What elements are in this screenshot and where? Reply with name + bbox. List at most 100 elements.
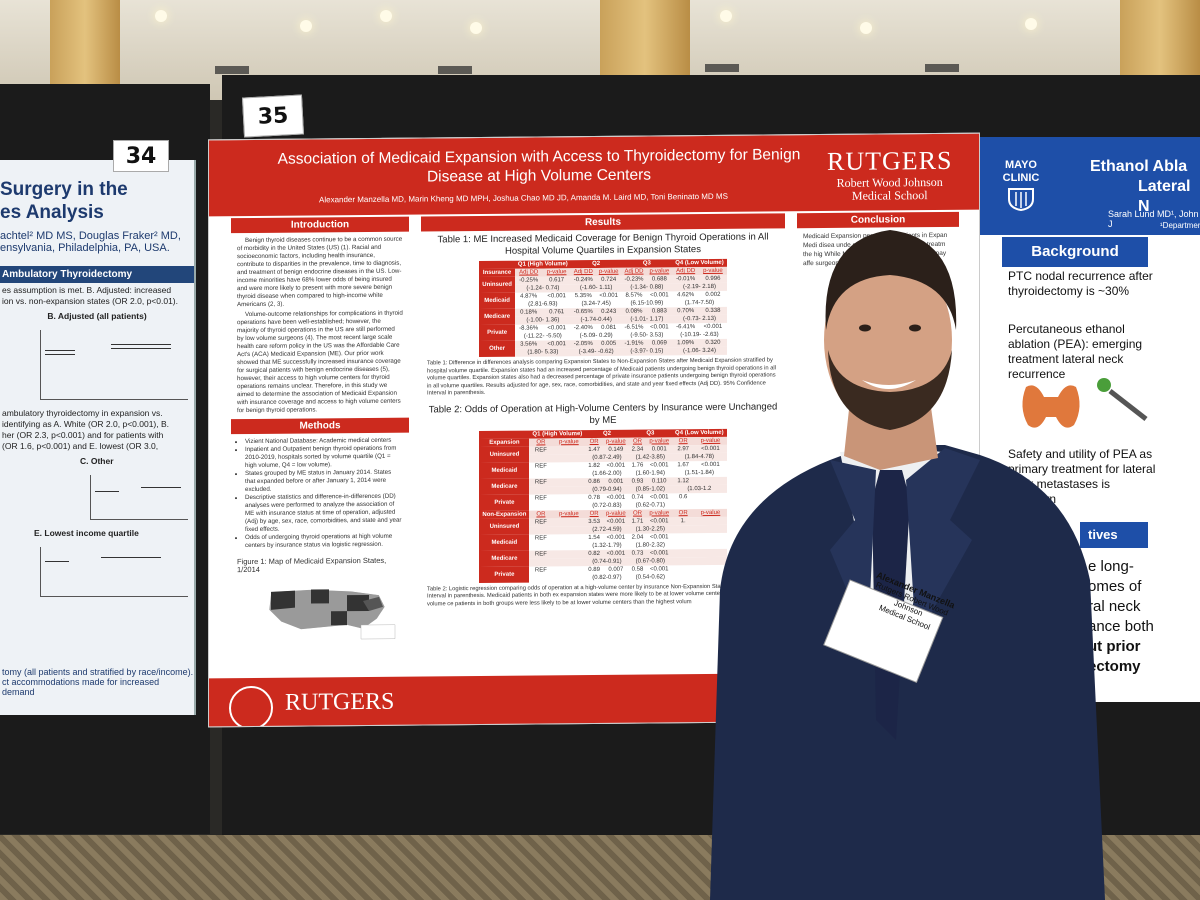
table-subheader-cell: p-value [602,437,629,446]
objectives-text: e long- [1088,558,1134,575]
table-cell: <0.001 [599,292,618,299]
table-row-label: Medicaid [479,534,530,551]
poster-35: Association of Medicaid Expansion with A… [208,132,980,728]
poster-34-title: Surgery in the es Analysis [0,179,128,223]
table-cell [552,494,585,502]
poster-right-title: Ethanol Abla Lateral N [1090,158,1191,215]
table-cell: REF [529,517,553,527]
table-cell: 0.86 [585,477,603,486]
table-row-label: Uninsured [479,446,530,463]
table-cell: -1.91% [621,339,647,348]
table-cell: REF [529,445,553,455]
poster-34-chart-b [40,330,188,400]
background-bullet: PTC nodal recurrence after thyroidectomy… [1008,269,1153,298]
table-row-label: Uninsured [479,276,515,294]
table-cell [552,462,585,470]
poster-right-authors: Sarah Lund MD¹, John J [1108,209,1199,229]
table-cell: 0.93 [628,477,647,486]
table-cell: 0.149 [602,445,629,454]
poster-right-dept: ¹Department [1160,221,1200,230]
table-subheader-cell: p-value [595,267,622,276]
table-cell [552,534,585,542]
table-subheader-cell: Adj DD [514,268,543,277]
table-cell: -8.36% [519,325,539,332]
poster-34-chart-c [90,475,188,520]
rutgers-logo: RUTGERS Robert Wood Johnson Medical Scho… [827,145,953,203]
table-cell: -2.05% [570,339,596,349]
table-cell: REF [534,462,547,470]
methods-item: Odds of undergoing thyroid operations at… [245,533,403,550]
poster-34-chart-e [40,547,188,597]
table-cell: 0.58 [631,566,644,573]
name-badge [823,579,944,684]
ceiling-vent [438,66,472,74]
table-cell: <0.001 [649,565,669,573]
table-row-label: Medicaid [479,462,530,479]
table-cell: <0.001 [547,325,566,332]
table-cell: -6.51% [624,324,644,331]
poster-number-card: 35 [241,94,305,138]
table-subheader-cell: Adj DD [621,267,647,276]
table-cell: <0.001 [646,548,673,558]
objectives-text: ance both [1088,618,1154,635]
table-cell: -2.40% [573,325,593,332]
us-map-figure [268,589,396,640]
table-cell: <0.001 [649,533,669,541]
table-cell [552,445,586,454]
table-cell: -0.24% [570,275,596,285]
mayo-shield-icon [1008,188,1034,212]
table-cell: 0.081 [601,324,617,331]
table-cell: <0.001 [606,462,626,469]
table-cell: 0.724 [595,275,622,284]
table-cell: 8.57% [625,292,643,299]
table-cell: 0.82 [585,549,603,558]
table-cell [552,566,585,574]
poster-number-card: 34 [113,140,169,172]
table-subheader-cell: Adj DD [570,267,596,277]
objectives-text: ral neck [1088,598,1141,615]
table-cell: 2.04 [631,534,644,541]
poster-34-bottom-text: tomy (all patients and stratified by rac… [0,665,194,699]
section-background: Background [1002,237,1148,267]
ceiling-light [1025,18,1037,30]
table-cell: 0.005 [595,339,622,348]
table-row-label: Private [479,494,530,511]
ceiling-light [380,10,392,22]
poster-34-chart-label: C. Other [80,456,114,466]
objectives-text: ectomy [1088,658,1141,675]
table-cell: REF [534,534,547,542]
table-subheader-cell: p-value [542,268,571,277]
table-cell: <0.001 [646,516,673,526]
table-cell: <0.001 [606,534,626,541]
section-objectives: tives [1080,522,1148,548]
table-cell: -0.23% [621,275,647,284]
table-row-label: Medicare [479,308,515,326]
table-cell: 0.74 [631,494,644,501]
section-introduction: Introduction [231,216,409,234]
table-subheader-cell: OR [585,509,603,518]
poster-34-text: es assumption is met. B. Adjusted: incre… [2,285,179,306]
table-subheader-cell: p-value [646,436,673,446]
table-cell: <0.001 [602,549,629,558]
table-cell: 0.617 [542,276,571,285]
table-cell: 1.71 [628,517,647,526]
ceiling-beam [50,0,120,100]
poster-title: Association of Medicaid Expansion with A… [277,146,801,186]
table-subheader-cell: OR [628,509,647,518]
table-cell: 0.883 [646,307,673,316]
table-cell [552,477,586,486]
rutgers-seal-icon [229,685,273,728]
table-cell: 0.001 [646,444,673,454]
methods-item: Descriptive statistics and difference-in… [245,493,403,534]
table-row-label: Medicare [479,478,530,495]
table-cell: 0.08% [621,307,647,316]
background-bullet: Percutaneous ethanol ablation (PEA): eme… [1008,322,1143,381]
table-cell: 0.761 [542,308,571,317]
table-cell: 0.73 [628,549,647,558]
table-cell: 2.34 [628,445,647,454]
table-cell: -0.25% [514,276,543,285]
ceiling-light [860,22,872,34]
table-cell: 0.18% [514,308,543,317]
table-cell: REF [534,494,547,502]
table-row-label: Other [479,340,515,358]
